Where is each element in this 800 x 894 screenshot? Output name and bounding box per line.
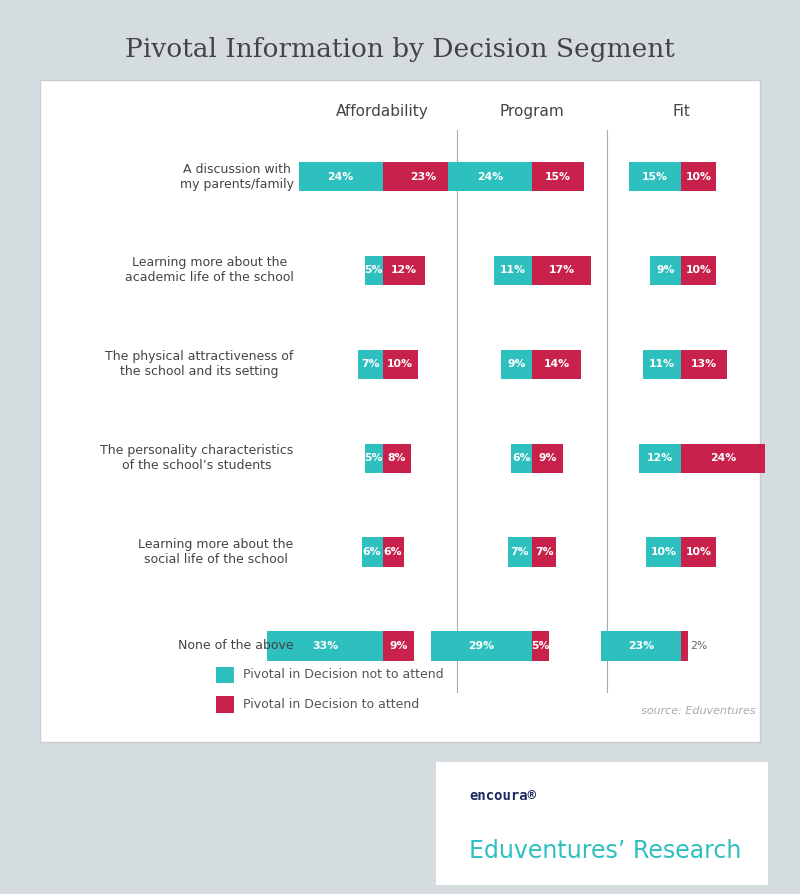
Text: 17%: 17% xyxy=(549,266,575,275)
Bar xyxy=(507,537,532,567)
Text: 9%: 9% xyxy=(507,359,526,369)
Bar xyxy=(382,631,414,661)
Bar xyxy=(448,162,532,191)
Text: 23%: 23% xyxy=(410,172,436,181)
Text: Pivotal in Decision to attend: Pivotal in Decision to attend xyxy=(243,698,419,711)
Text: 24%: 24% xyxy=(327,172,354,181)
Text: 6%: 6% xyxy=(384,547,402,557)
Bar xyxy=(365,256,382,285)
Bar xyxy=(639,443,682,473)
Text: 9%: 9% xyxy=(656,266,675,275)
Bar xyxy=(430,631,532,661)
Text: 10%: 10% xyxy=(686,547,712,557)
Text: 10%: 10% xyxy=(686,172,712,181)
Bar xyxy=(382,162,463,191)
Text: 24%: 24% xyxy=(710,453,737,463)
Text: Pivotal in Decision not to attend: Pivotal in Decision not to attend xyxy=(243,669,444,681)
Bar xyxy=(382,256,425,285)
Text: 8%: 8% xyxy=(387,453,406,463)
Bar xyxy=(646,537,682,567)
Text: Pivotal Information by Decision Segment: Pivotal Information by Decision Segment xyxy=(125,37,675,62)
Text: The physical attractiveness of
the school and its setting: The physical attractiveness of the schoo… xyxy=(106,350,294,378)
Text: 2%: 2% xyxy=(690,641,707,651)
Text: 5%: 5% xyxy=(531,641,550,651)
Bar xyxy=(267,631,382,661)
Bar xyxy=(682,256,716,285)
Text: 9%: 9% xyxy=(538,453,557,463)
Text: 10%: 10% xyxy=(651,547,677,557)
Text: 29%: 29% xyxy=(468,641,494,651)
Text: 10%: 10% xyxy=(387,359,413,369)
Text: 7%: 7% xyxy=(361,359,380,369)
Bar xyxy=(650,256,682,285)
Text: 23%: 23% xyxy=(628,641,654,651)
Bar xyxy=(358,350,382,379)
Bar xyxy=(629,162,682,191)
Bar xyxy=(682,537,716,567)
Bar xyxy=(532,537,557,567)
Bar xyxy=(382,537,404,567)
Text: 6%: 6% xyxy=(512,453,531,463)
Text: Eduventures’ Research: Eduventures’ Research xyxy=(469,839,742,863)
Text: The personality characteristics
of the school’s students: The personality characteristics of the s… xyxy=(100,444,294,472)
Bar xyxy=(682,443,766,473)
Text: 12%: 12% xyxy=(647,453,674,463)
Text: 7%: 7% xyxy=(535,547,554,557)
Text: Program: Program xyxy=(500,104,564,119)
Bar xyxy=(494,256,532,285)
Text: source: Eduventures: source: Eduventures xyxy=(642,706,756,716)
Bar xyxy=(682,162,716,191)
Text: 9%: 9% xyxy=(389,641,408,651)
Text: Affordability: Affordability xyxy=(336,104,429,119)
Text: 11%: 11% xyxy=(500,266,526,275)
Text: A discussion with
my parents/family: A discussion with my parents/family xyxy=(180,163,294,190)
Bar xyxy=(362,537,382,567)
Text: 12%: 12% xyxy=(390,266,417,275)
Text: 6%: 6% xyxy=(363,547,382,557)
Text: Learning more about the
academic life of the school: Learning more about the academic life of… xyxy=(125,257,294,284)
Text: None of the above: None of the above xyxy=(178,639,294,653)
Bar xyxy=(382,443,410,473)
Bar xyxy=(532,631,550,661)
Text: 11%: 11% xyxy=(649,359,675,369)
Bar xyxy=(532,162,585,191)
Bar xyxy=(382,350,418,379)
Text: 14%: 14% xyxy=(543,359,570,369)
Bar xyxy=(643,350,682,379)
Text: 5%: 5% xyxy=(365,266,383,275)
Bar xyxy=(511,443,532,473)
Text: Learning more about the
social life of the school: Learning more about the social life of t… xyxy=(138,538,294,566)
Text: 33%: 33% xyxy=(312,641,338,651)
Text: 10%: 10% xyxy=(686,266,712,275)
Bar xyxy=(682,631,688,661)
Text: 5%: 5% xyxy=(365,453,383,463)
Bar xyxy=(298,162,382,191)
Bar xyxy=(682,350,727,379)
Bar xyxy=(532,256,591,285)
Bar xyxy=(532,443,563,473)
Text: 15%: 15% xyxy=(642,172,668,181)
Text: 15%: 15% xyxy=(546,172,571,181)
Bar xyxy=(601,631,682,661)
Text: 24%: 24% xyxy=(477,172,503,181)
Text: 13%: 13% xyxy=(691,359,717,369)
Text: 7%: 7% xyxy=(510,547,529,557)
Bar xyxy=(365,443,382,473)
Text: Fit: Fit xyxy=(672,104,690,119)
Text: encoura®: encoura® xyxy=(469,789,536,803)
Bar xyxy=(501,350,532,379)
Bar xyxy=(532,350,581,379)
